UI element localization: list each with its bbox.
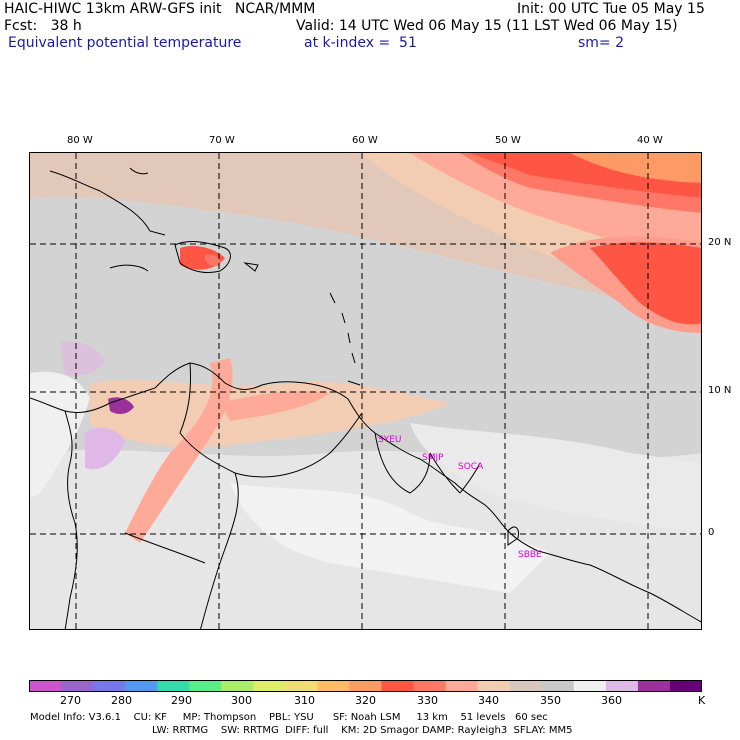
colorbar-label-360: 360 bbox=[601, 694, 622, 707]
lon-label-40w: 40 W bbox=[637, 135, 663, 146]
lat-label-20n: 20 N bbox=[708, 237, 732, 248]
colorbar-segment bbox=[189, 680, 222, 692]
colorbar-segment bbox=[413, 680, 447, 692]
lon-label-60w: 60 W bbox=[352, 135, 378, 146]
border-suriname bbox=[429, 452, 461, 494]
station-soca: SOCA bbox=[458, 462, 484, 472]
coastlines bbox=[30, 167, 701, 629]
coast-south-america-north bbox=[30, 362, 701, 623]
valid-time: Valid: 14 UTC Wed 06 May 15 (11 LST Wed … bbox=[296, 18, 678, 34]
colorbar-segment bbox=[445, 680, 479, 692]
colorbar-segment bbox=[61, 680, 94, 692]
colorbar-label-280: 280 bbox=[111, 694, 132, 707]
field-lilac-2 bbox=[85, 427, 125, 470]
model-info-line2: LW: RRTMG SW: RRTMG DIFF: full KM: 2D Sm… bbox=[152, 725, 573, 736]
colorbar-label-320: 320 bbox=[355, 694, 376, 707]
coast-cuba bbox=[49, 170, 166, 236]
colorbar-label-270: 270 bbox=[60, 694, 81, 707]
lon-label-70w: 70 W bbox=[209, 135, 235, 146]
level-label: at k-index = 51 bbox=[304, 35, 417, 51]
colorbar bbox=[29, 680, 702, 692]
theta-e-field: SYEU SMJP SOCA SBBE bbox=[30, 153, 701, 629]
field-orange-corner bbox=[570, 153, 701, 183]
colorbar-segment bbox=[637, 680, 671, 692]
model-title: HAIC-HIWC 13km ARW-GFS init NCAR/MMM bbox=[4, 1, 316, 17]
colorbar-segment bbox=[221, 680, 254, 692]
station-smjp: SMJP bbox=[422, 453, 444, 463]
colorbar-segment bbox=[605, 680, 639, 692]
map-panel: SYEU SMJP SOCA SBBE bbox=[29, 152, 702, 630]
colorbar-label-300: 300 bbox=[231, 694, 252, 707]
coast-marajo bbox=[507, 526, 519, 546]
lon-label-50w: 50 W bbox=[495, 135, 521, 146]
lon-label-80w: 80 W bbox=[67, 135, 93, 146]
station-sbbe: SBBE bbox=[518, 550, 542, 560]
colorbar-segment bbox=[477, 680, 511, 692]
border-venezuela-brazil bbox=[234, 412, 363, 478]
border-colombia-peru bbox=[124, 532, 206, 564]
colorbar-segment bbox=[509, 680, 543, 692]
model-info-line1: Model Info: V3.6.1 CU: KF MP: Thompson P… bbox=[30, 712, 548, 723]
colorbar-segment bbox=[381, 680, 415, 692]
colorbar-segment bbox=[669, 680, 702, 692]
smoothing-label: sm= 2 bbox=[578, 35, 625, 51]
coast-lesser-antilles bbox=[329, 292, 361, 386]
init-time: Init: 00 UTC Tue 05 May 15 bbox=[517, 1, 705, 17]
colorbar-segment bbox=[93, 680, 126, 692]
colorbar-segment bbox=[573, 680, 607, 692]
colorbar-segment bbox=[125, 680, 158, 692]
lat-label-0: 0 bbox=[708, 527, 715, 538]
field-red-east bbox=[590, 242, 701, 325]
colorbar-unit: K bbox=[698, 694, 706, 707]
field-lilac-1 bbox=[60, 341, 105, 376]
coast-bahamas bbox=[129, 167, 149, 175]
colorbar-label-340: 340 bbox=[478, 694, 499, 707]
colorbar-segment bbox=[541, 680, 575, 692]
field-salmon-strip bbox=[220, 391, 330, 421]
coast-puerto-rico bbox=[243, 262, 259, 272]
colorbar-segment bbox=[317, 680, 350, 692]
colorbar-label-290: 290 bbox=[171, 694, 192, 707]
field-red-hispaniola-core bbox=[205, 254, 221, 267]
coast-pacific bbox=[64, 410, 78, 629]
station-syeu: SYEU bbox=[378, 435, 401, 445]
colorbar-segment bbox=[29, 680, 62, 692]
colorbar-label-350: 350 bbox=[540, 694, 561, 707]
colorbar-segment bbox=[253, 680, 286, 692]
coast-jamaica bbox=[109, 264, 149, 272]
colorbar-segment bbox=[285, 680, 318, 692]
field-salmon-andes bbox=[125, 358, 233, 543]
colorbar-label-330: 330 bbox=[417, 694, 438, 707]
colorbar-label-310: 310 bbox=[294, 694, 315, 707]
field-name: Equivalent potential temperature bbox=[8, 35, 242, 51]
coast-hispaniola bbox=[174, 241, 231, 274]
border-guyana bbox=[374, 432, 431, 494]
lat-label-10n: 10 N bbox=[708, 385, 732, 396]
border-french-guiana bbox=[459, 462, 481, 494]
colorbar-segment bbox=[349, 680, 383, 692]
colorbar-border bbox=[29, 680, 702, 692]
field-whitish-east bbox=[410, 423, 701, 533]
colorbar-segment bbox=[157, 680, 190, 692]
field-whitish-patch bbox=[230, 483, 550, 593]
forecast-hour: Fcst: 38 h bbox=[4, 18, 82, 34]
